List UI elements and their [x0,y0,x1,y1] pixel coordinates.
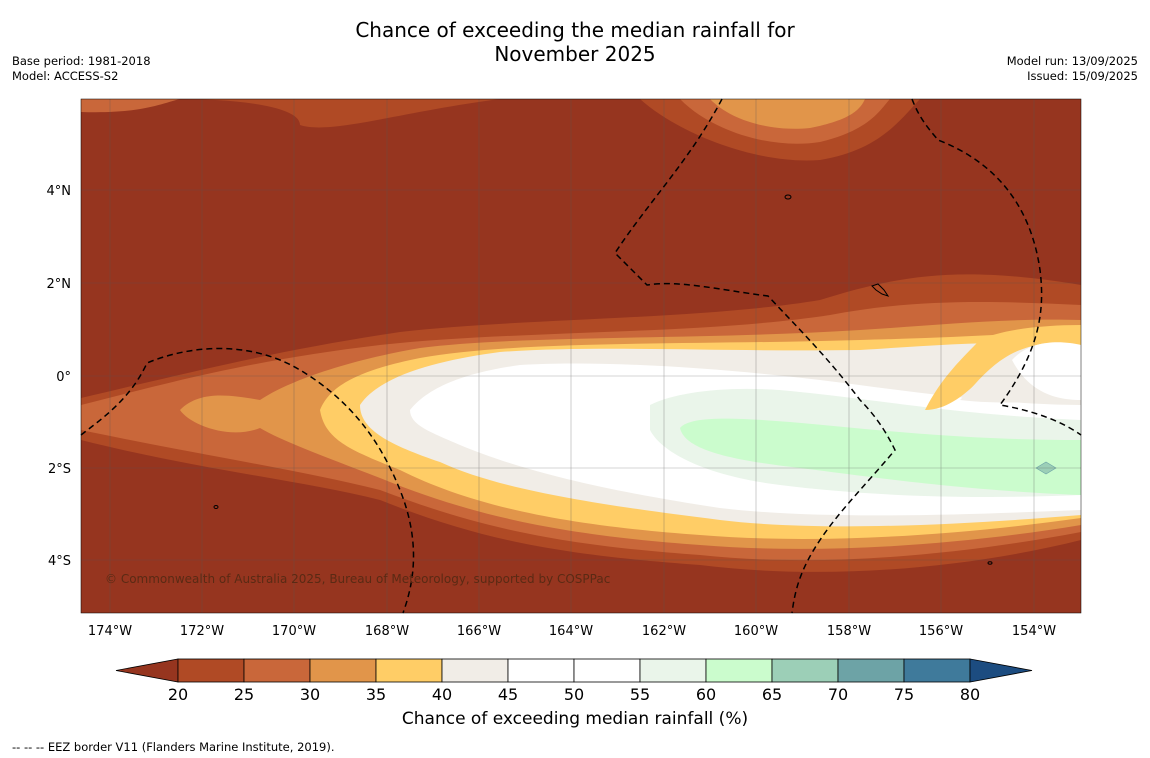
lat-label: 2°N [47,277,72,292]
colorbar-tick-label: 45 [498,685,518,704]
colorbar-tick-label: 80 [960,685,980,704]
colorbar-tick-label: 35 [366,685,386,704]
colorbar-segment [507,658,575,683]
colorbar-tick-label: 75 [894,685,914,704]
colorbar-segment [177,658,245,683]
eez-legend-note: -- -- -- EEZ border V11 (Flanders Marine… [12,740,335,754]
lon-label: 154°W [1012,624,1056,639]
colorbar-segment [705,658,773,683]
colorbar-segment [639,658,707,683]
grid-lines [81,99,1081,613]
colorbar-title: Chance of exceeding median rainfall (%) [401,709,749,729]
colorbar-extend-low [115,658,179,683]
lon-label: 168°W [365,624,409,639]
map-title-line1: Chance of exceeding the median rainfall … [355,18,795,42]
north-band-25 [81,99,500,128]
island-small-2 [987,561,993,565]
colorbar-tick-label: 55 [630,685,650,704]
model-name: Model: ACCESS-S2 [12,69,119,83]
model-run: Model run: 13/09/2025 [1006,54,1138,68]
lat-label: 4°N [47,184,72,199]
map-title-line2: November 2025 [494,42,656,66]
map-title: Chance of exceeding the median rainfall … [0,18,1150,66]
longitude-labels: 174°W 172°W 170°W 168°W 166°W 164°W 162°… [88,624,1056,639]
colorbar-segment [573,658,641,683]
equatorial-band-65 [680,418,1081,495]
lon-label: 166°W [457,624,501,639]
lat-label: 0° [56,370,71,385]
colorbar-segment [903,658,971,683]
colorbar-segment [837,658,905,683]
lon-label: 170°W [272,624,316,639]
lat-label: 4°S [48,554,71,569]
island-outlines [213,194,993,565]
lon-label: 174°W [88,624,132,639]
colorbar-tick-label: 40 [432,685,452,704]
east-plume-50 [1012,342,1081,400]
lon-label: 164°W [549,624,593,639]
colorbar-tick-label: 30 [300,685,320,704]
north-band-35 [710,99,865,129]
base-period: Base period: 1981-2018 [12,54,151,68]
north-band-30 [81,99,180,113]
colorbar-segment [441,658,509,683]
island-kiritimati [871,283,890,297]
colorbar-tick-label: 25 [234,685,254,704]
lon-label: 162°W [642,624,686,639]
colorbar-tick-label: 20 [168,685,188,704]
map-frame [80,98,1082,614]
lat-label: 2°S [48,462,71,477]
colorbar-tick-label: 50 [564,685,584,704]
lon-label: 156°W [919,624,963,639]
lon-label: 172°W [180,624,224,639]
colorbar-tick-label: 70 [828,685,848,704]
colorbar-tick-label: 65 [762,685,782,704]
copyright-notice: © Commonwealth of Australia 2025, Bureau… [105,572,611,586]
colorbar-tick-label: 60 [696,685,716,704]
colorbar-extend-high [969,658,1033,683]
east-plume-40 [925,325,1081,410]
issued-date: Issued: 15/09/2025 [1027,69,1138,83]
lon-label: 160°W [734,624,778,639]
contour-fill-layer [81,99,1081,613]
eez-border [80,98,1082,614]
lon-label: 158°W [827,624,871,639]
colorbar-segment [309,658,377,683]
base-period-info: Base period: 1981-2018 Model: ACCESS-S2 [12,54,151,84]
colorbar-segment [375,658,443,683]
island-small-1 [213,505,219,509]
island-jarvis [784,194,792,200]
colorbar-segment [243,658,311,683]
colorbar-segment [771,658,839,683]
latitude-labels: 4°N 2°N 0° 2°S 4°S [47,184,72,569]
model-run-info: Model run: 13/09/2025 Issued: 15/09/2025 [1007,54,1138,84]
